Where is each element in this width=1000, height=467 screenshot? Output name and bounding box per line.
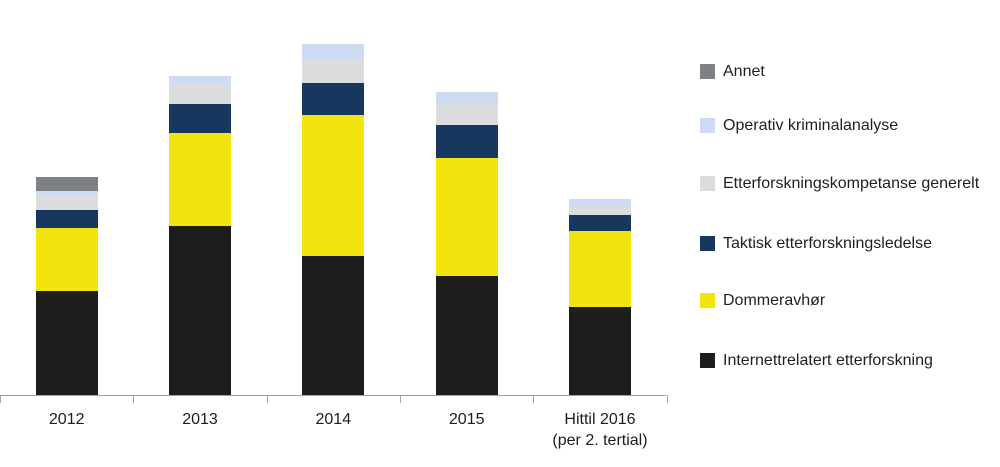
bar-segment <box>435 103 498 126</box>
x-axis-label: (per 2. tertial) <box>552 432 648 449</box>
legend-swatch-icon <box>700 64 715 79</box>
bar-segment <box>569 231 631 308</box>
bar-segment <box>169 133 231 226</box>
bar-segment <box>35 209 98 228</box>
x-axis-line <box>0 395 666 396</box>
bar-segment <box>569 198 631 206</box>
x-axis-label: 2012 <box>48 411 85 428</box>
bar-segment <box>302 114 365 256</box>
bar-segment <box>435 92 498 104</box>
bar-segment <box>435 157 498 276</box>
legend-item: Operativ kriminalanalyse <box>700 117 898 134</box>
legend-item: Internettrelatert etterforskning <box>700 352 933 369</box>
axis-tick <box>667 395 668 403</box>
bar-segment <box>169 84 231 104</box>
bar-segment <box>169 76 231 84</box>
legend-item: Etterforskningskompetanse generelt <box>700 175 979 192</box>
chart-legend: Annet Operativ kriminalanalyse Etterforskn… <box>700 0 1000 467</box>
axis-tick <box>400 395 401 403</box>
x-axis-label: 2015 <box>448 411 485 428</box>
bar-segment <box>569 205 631 216</box>
legend-item: Dommeravhør <box>700 292 825 309</box>
x-axis-label: 2013 <box>182 411 218 428</box>
axis-tick <box>533 395 534 403</box>
axis-tick <box>133 395 134 403</box>
bar-segment <box>169 225 231 395</box>
legend-swatch-icon <box>700 353 715 368</box>
legend-label: Annet <box>723 63 765 80</box>
bar-segment <box>35 291 98 395</box>
bar-segment <box>569 215 631 232</box>
legend-swatch-icon <box>700 118 715 133</box>
bar-segment <box>435 275 498 395</box>
legend-label: Internettrelatert etterforskning <box>723 352 933 369</box>
axis-tick <box>0 395 1 403</box>
bar-segment <box>35 227 98 292</box>
legend-swatch-icon <box>700 293 715 308</box>
legend-item: Taktisk etterforskningsledelse <box>700 235 932 252</box>
legend-swatch-icon <box>700 236 715 251</box>
bar-segment <box>302 60 365 84</box>
legend-item: Annet <box>700 63 765 80</box>
legend-label: Dommeravhør <box>723 292 826 309</box>
bar-segment <box>302 255 365 395</box>
x-axis-label: Hittil 2016 <box>564 411 636 428</box>
x-axis-label: 2014 <box>315 411 352 428</box>
bar-segment <box>302 83 365 115</box>
bar-segment <box>569 307 631 395</box>
bar-segment <box>435 125 498 158</box>
legend-label: Etterforskningskompetanse generelt <box>723 175 980 192</box>
bar-segment <box>35 190 98 196</box>
bar-segment <box>169 104 231 134</box>
axis-tick <box>267 395 268 403</box>
bar-segment <box>35 176 98 191</box>
bar-segment <box>35 195 98 210</box>
bar-segment <box>302 44 365 61</box>
legend-swatch-icon <box>700 176 715 191</box>
legend-label: Operativ kriminalanalyse <box>723 117 899 134</box>
legend-label: Taktisk etterforskningsledelse <box>723 235 932 252</box>
